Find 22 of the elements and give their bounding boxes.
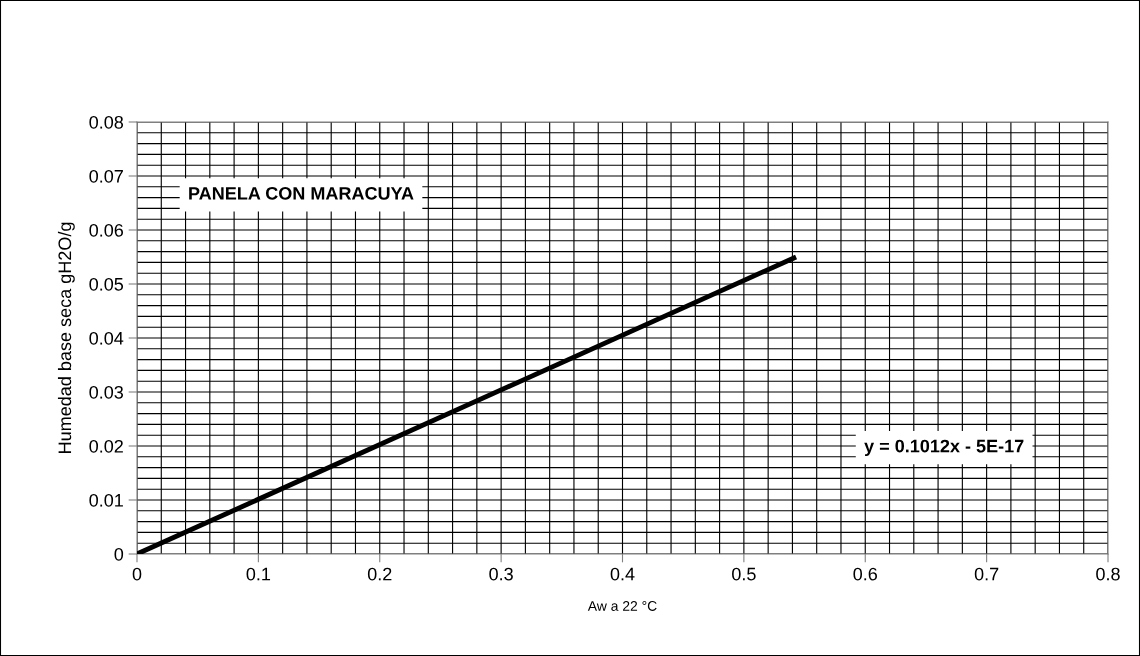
y-axis-title: Humedad base seca gH2O/g bbox=[57, 222, 75, 453]
x-tick-label: 0.8 bbox=[1096, 567, 1120, 581]
y-tick-label: 0.06 bbox=[89, 223, 124, 237]
y-tick-label: 0 bbox=[114, 547, 124, 561]
x-axis-title: Aw a 22 °C bbox=[587, 601, 657, 611]
x-tick-label: 0 bbox=[132, 567, 142, 581]
y-tick-label: 0.08 bbox=[89, 115, 124, 129]
x-tick-label: 0.1 bbox=[246, 567, 271, 581]
y-tick-label: 0.02 bbox=[89, 439, 123, 453]
y-tick-label: 0.04 bbox=[89, 331, 124, 345]
y-tick-label: 0.03 bbox=[89, 385, 124, 399]
x-tick-label: 0.4 bbox=[610, 567, 635, 581]
x-tick-label: 0.2 bbox=[367, 567, 392, 581]
annotation: y = 0.1012x - 5E-17 bbox=[864, 439, 1024, 457]
x-tick-label: 0.7 bbox=[974, 567, 999, 581]
x-tick-label: 0.3 bbox=[489, 567, 513, 581]
y-tick-label: 0.05 bbox=[89, 277, 124, 291]
x-tick-label: 0.5 bbox=[732, 567, 756, 581]
annotation: PANELA CON MARACUYA bbox=[189, 186, 414, 200]
x-tick-label: 0.6 bbox=[853, 567, 878, 581]
y-tick-label: 0.01 bbox=[89, 493, 123, 507]
y-tick-label: 0.07 bbox=[89, 169, 123, 183]
